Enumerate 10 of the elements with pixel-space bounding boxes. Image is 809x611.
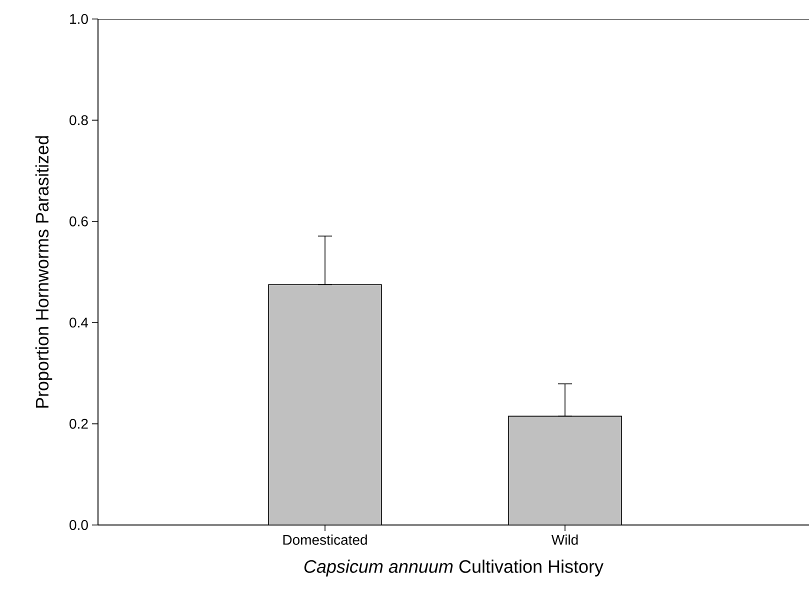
y-axis-title: Proportion Hornworms Parasitized xyxy=(35,136,52,408)
y-tick-label: 1.0 xyxy=(70,14,88,24)
x-tick-label: Domesticated xyxy=(283,534,367,545)
y-tick-label: 0.6 xyxy=(70,216,88,226)
y-tick-label: 0.0 xyxy=(70,520,88,530)
y-tick-label: 0.4 xyxy=(70,318,88,328)
y-tick-label: 0.2 xyxy=(70,418,88,429)
y-tick-label: 0.8 xyxy=(70,115,88,126)
x-axis-title: Capsicum annuum Cultivation History xyxy=(304,560,604,576)
x-tick-label: Wild xyxy=(551,534,578,545)
